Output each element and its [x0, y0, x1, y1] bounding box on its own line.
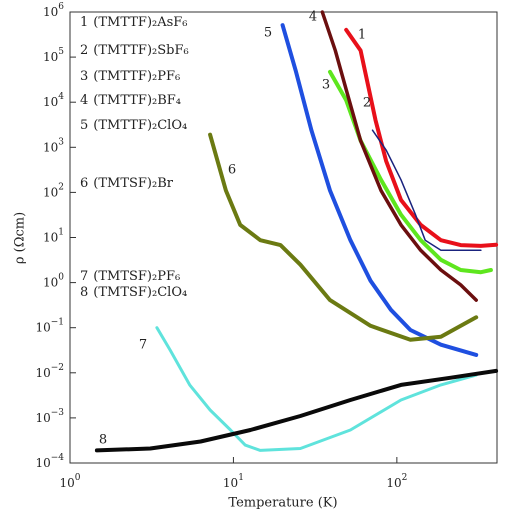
y-tick-exp: −2	[51, 362, 64, 372]
y-tick-label: 10−3	[35, 407, 64, 424]
y-tick-base: 10	[43, 275, 58, 289]
legend-entry: 7 (TMTSF)₂PF₆	[80, 269, 180, 284]
legend-number: 5	[80, 118, 88, 133]
legend-entry: 4 (TMTTF)₂BF₄	[80, 93, 181, 108]
series-line	[155, 326, 478, 452]
legend-entry: 6 (TMTSF)₂Br	[80, 176, 174, 191]
legend-name: (TMTSF)₂Br	[93, 176, 173, 191]
y-tick-exp: 0	[58, 272, 64, 282]
x-tick-base: 10	[223, 476, 238, 490]
y-tick-label: 100	[43, 272, 64, 289]
x-tick-exp: 0	[75, 473, 81, 483]
legend-number: 8	[80, 285, 88, 300]
legend-name: (TMTTF)₂SbF₆	[93, 43, 188, 58]
curve-label: 2	[363, 96, 371, 111]
y-tick-exp: 3	[58, 137, 64, 147]
y-tick-exp: 1	[58, 227, 64, 237]
x-tick-label: 100	[59, 473, 80, 490]
y-tick-base: 10	[43, 230, 58, 244]
legend-number: 1	[80, 15, 88, 30]
x-tick-label: 101	[223, 473, 244, 490]
y-tick-label: 106	[43, 2, 64, 19]
legend-number: 6	[80, 176, 88, 191]
legend-entry: 8 (TMTSF)₂ClO₄	[80, 285, 187, 300]
y-tick-base: 10	[35, 365, 50, 379]
x-tick-label: 102	[386, 473, 407, 490]
series-line	[328, 69, 493, 275]
series-line	[344, 27, 499, 248]
legend-entry: 3 (TMTTF)₂PF₆	[80, 69, 180, 84]
y-tick-label: 101	[43, 227, 64, 244]
legend-name: (TMTTF)₂ClO₄	[93, 118, 187, 133]
legend-entry: 5 (TMTTF)₂ClO₄	[80, 118, 187, 133]
y-tick-exp: −3	[51, 407, 65, 417]
y-tick-base: 10	[35, 320, 50, 334]
y-axis-label: ρ (Ωcm)	[13, 212, 28, 264]
y-tick-label: 10−1	[35, 317, 64, 334]
curve-label: 7	[139, 338, 147, 353]
curve-label: 6	[228, 163, 236, 178]
y-tick-exp: 4	[58, 92, 64, 102]
curve-label: 1	[358, 28, 366, 43]
legend-name: (TMTSF)₂ClO₄	[93, 285, 187, 300]
y-tick-label: 103	[43, 137, 64, 154]
x-tick-base: 10	[386, 476, 401, 490]
y-tick-base: 10	[43, 5, 58, 19]
y-tick-base: 10	[43, 50, 58, 64]
series-line	[371, 129, 482, 252]
y-tick-label: 105	[43, 47, 64, 64]
legend-number: 3	[80, 69, 88, 84]
legend-number: 7	[80, 269, 88, 284]
legend-number: 4	[80, 93, 88, 108]
legend-name: (TMTTF)₂AsF₆	[93, 15, 187, 30]
x-tick-base: 10	[59, 476, 74, 490]
y-tick-base: 10	[35, 456, 50, 470]
legend-entry: 2 (TMTTF)₂SbF₆	[80, 43, 189, 58]
curve-label: 5	[264, 26, 272, 41]
y-tick-label: 104	[43, 92, 64, 109]
y-tick-exp: 2	[58, 182, 64, 192]
legend-number: 2	[80, 43, 88, 58]
y-tick-exp: 6	[58, 2, 64, 12]
y-tick-base: 10	[35, 410, 50, 424]
curve-label: 8	[99, 433, 107, 448]
y-tick-label: 10−4	[35, 453, 64, 470]
x-tick-exp: 1	[238, 473, 244, 483]
y-tick-label: 10−2	[35, 362, 64, 379]
x-axis-label: Temperature (K)	[228, 496, 337, 511]
y-tick-label: 102	[43, 182, 64, 199]
legend-name: (TMTTF)₂BF₄	[93, 93, 181, 108]
y-tick-base: 10	[43, 95, 58, 109]
legend-name: (TMTSF)₂PF₆	[93, 269, 180, 284]
y-tick-base: 10	[43, 185, 58, 199]
series-line	[320, 10, 478, 302]
series-line	[208, 132, 479, 342]
curve-label: 3	[322, 78, 330, 93]
y-tick-base: 10	[43, 140, 58, 154]
curve-label: 4	[309, 10, 317, 25]
y-tick-exp: −4	[51, 453, 65, 463]
legend-entry: 1 (TMTTF)₂AsF₆	[80, 15, 188, 30]
y-tick-exp: −1	[51, 317, 64, 327]
x-tick-exp: 2	[402, 473, 408, 483]
legend-name: (TMTTF)₂PF₆	[93, 69, 180, 84]
y-tick-exp: 5	[58, 47, 64, 57]
series-line	[94, 368, 499, 453]
